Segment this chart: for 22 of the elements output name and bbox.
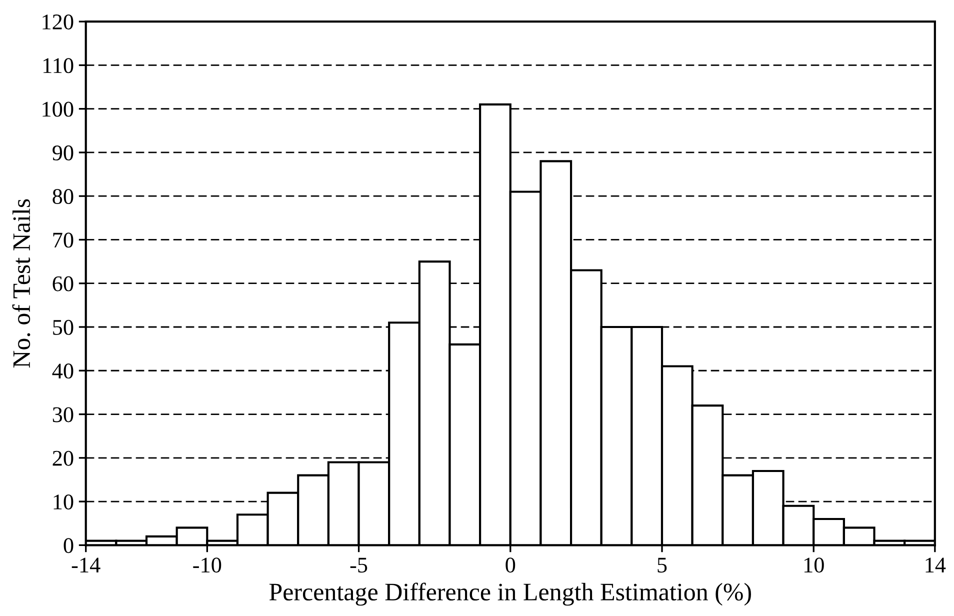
x-tick-label: -14 bbox=[72, 558, 100, 572]
y-tick-label: 110 bbox=[44, 58, 74, 74]
x-tick-label: 10 bbox=[804, 558, 824, 573]
y-tick-label: 80 bbox=[52, 189, 74, 204]
y-tick-label: 30 bbox=[52, 407, 74, 422]
y-tick-label: 60 bbox=[52, 276, 74, 292]
y-tick-label: 40 bbox=[52, 364, 74, 379]
x-tick-label: 5 bbox=[658, 558, 667, 573]
y-tick-label: 0 bbox=[64, 538, 74, 554]
y-tick-label: 10 bbox=[54, 494, 74, 510]
x-tick-label: 0 bbox=[506, 558, 516, 573]
y-tick-label: 50 bbox=[53, 320, 74, 335]
x-tick-label: -5 bbox=[350, 558, 368, 573]
y-tick-label: 90 bbox=[52, 145, 74, 160]
y-tick-label: 20 bbox=[52, 450, 74, 466]
x-tick-label: -10 bbox=[193, 558, 222, 573]
y-tick-label: 120 bbox=[42, 14, 74, 30]
y-axis-title: No. of Test Nails bbox=[12, 199, 30, 368]
y-tick-label: 100 bbox=[42, 102, 74, 117]
x-axis-title: Percentage Difference in Length Estimation (%) bbox=[269, 582, 751, 606]
x-tick-label: 14 bbox=[926, 558, 946, 572]
y-tick-label: 70 bbox=[53, 232, 74, 248]
